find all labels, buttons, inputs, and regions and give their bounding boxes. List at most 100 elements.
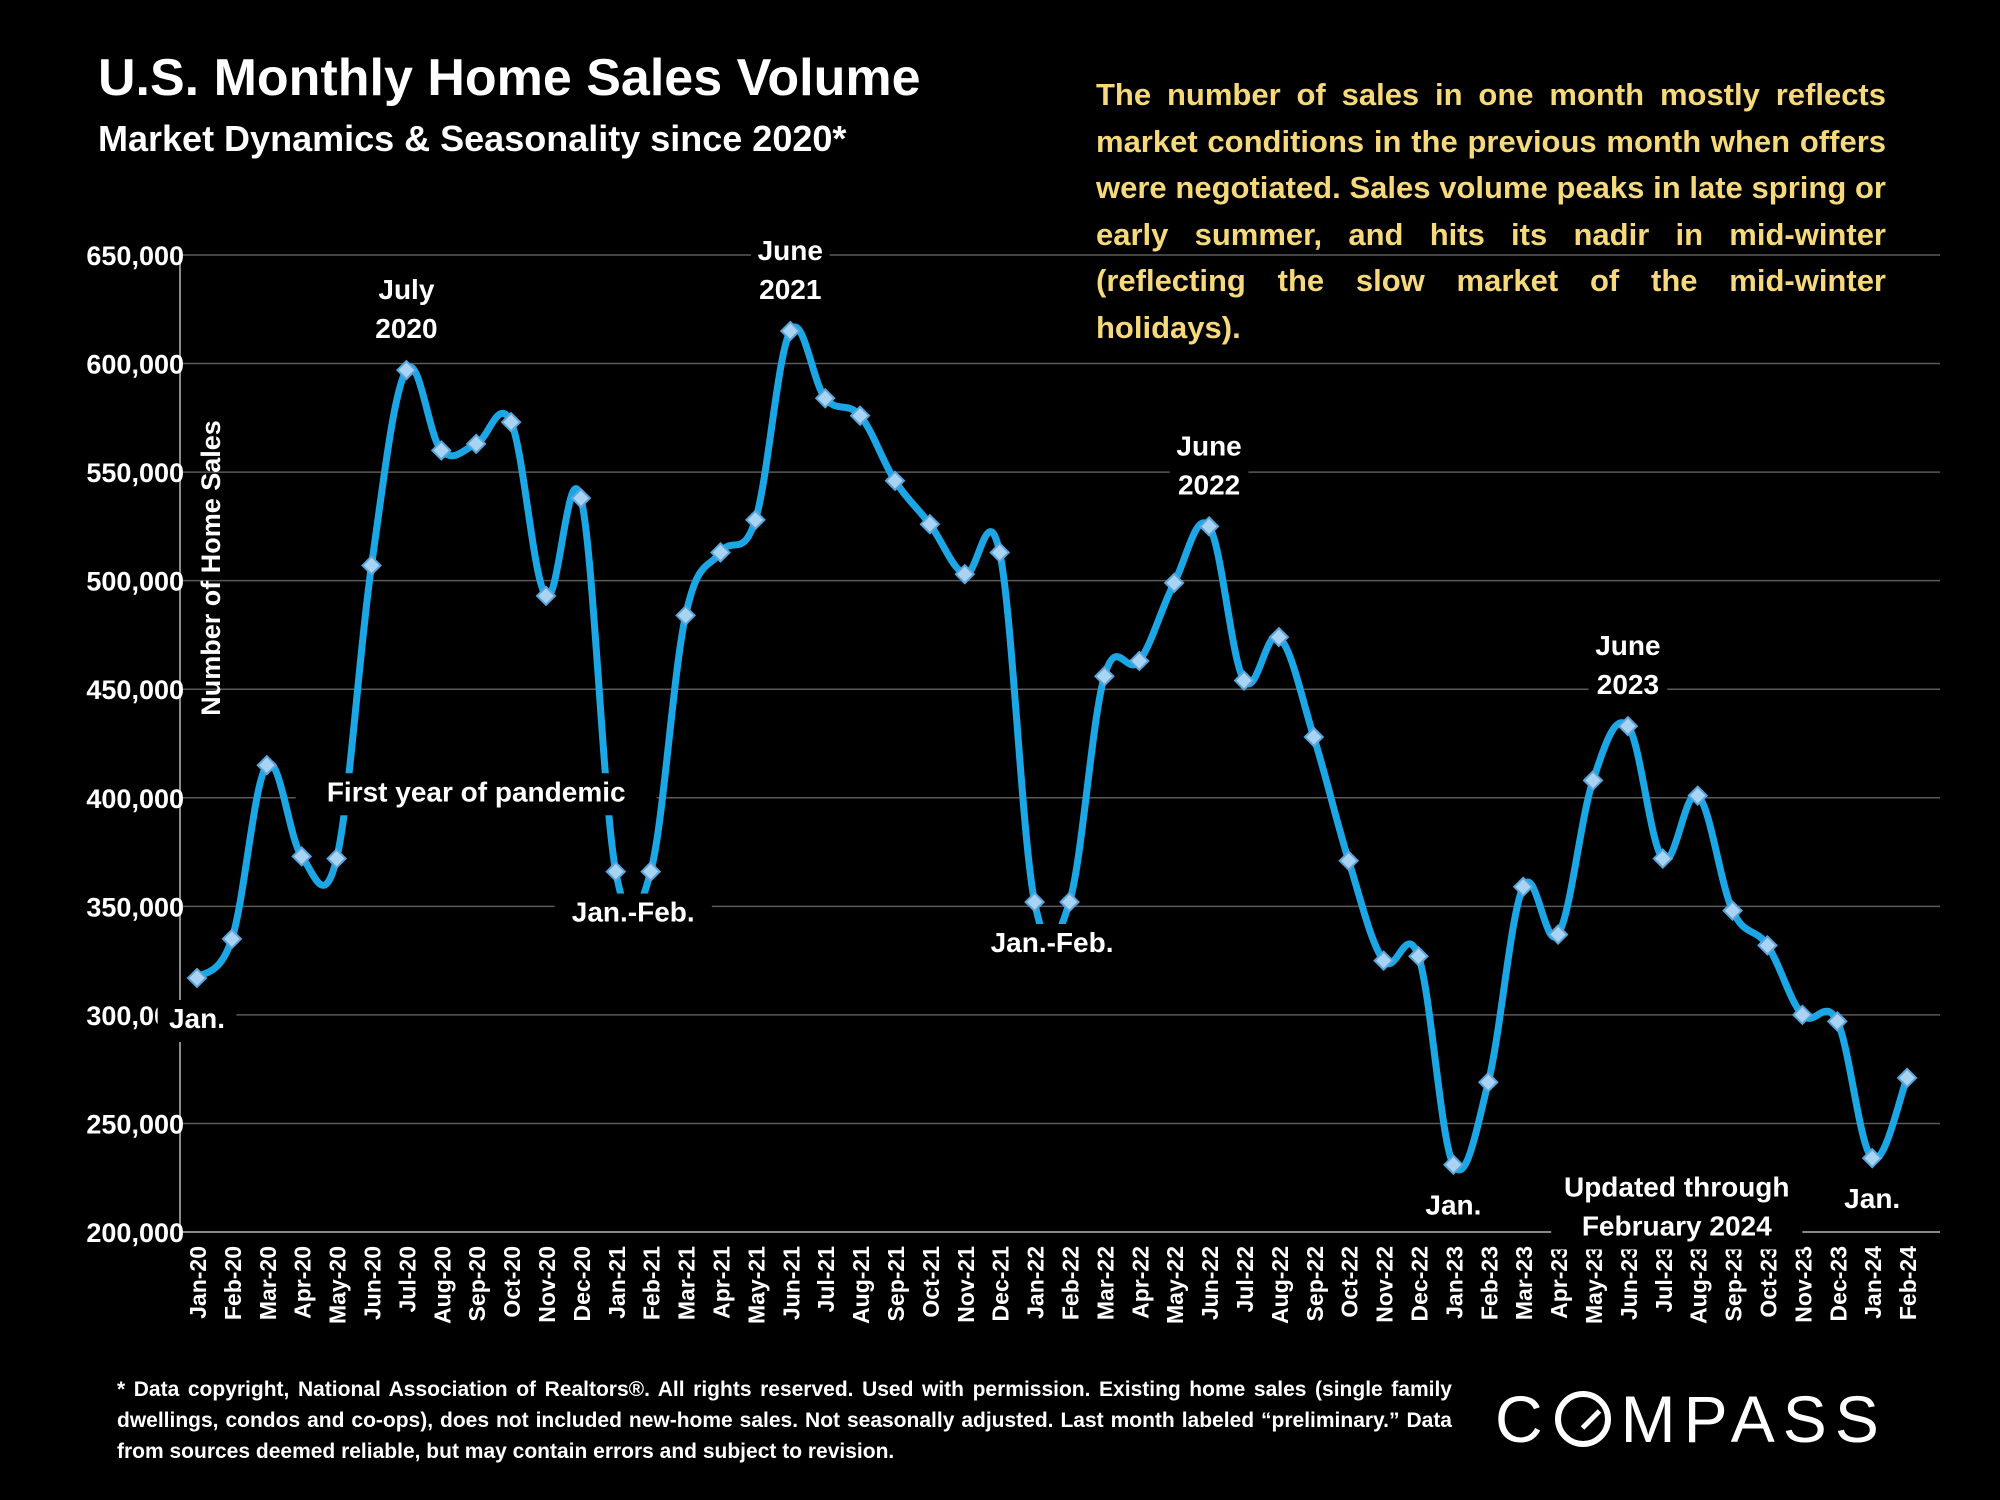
- data-point: [605, 861, 627, 883]
- data-point: [1582, 769, 1604, 791]
- compass-o-icon: [1554, 1391, 1611, 1447]
- data-point: [361, 555, 382, 576]
- data-markers: [186, 320, 1918, 1176]
- gridlines: [180, 254, 1940, 1125]
- x-tick-label: Feb-20: [220, 1246, 246, 1320]
- data-point: [814, 387, 836, 409]
- data-point: [326, 848, 348, 869]
- x-tick-label: Jan-20: [185, 1246, 211, 1319]
- x-tick-label: Mar-20: [255, 1246, 281, 1320]
- annotation-background: [1832, 1180, 1912, 1223]
- data-point: [640, 861, 662, 883]
- data-point: [919, 513, 941, 535]
- explanatory-note: The number of sales in one month mostly …: [1096, 77, 1886, 345]
- data-point: [675, 604, 697, 626]
- y-tick-labels: 200,000250,000300,000350,000400,000450,0…: [86, 241, 184, 1248]
- annotation-background: [1551, 1168, 1803, 1250]
- data-point: [395, 359, 417, 381]
- y-tick-label: 250,000: [86, 1109, 184, 1139]
- annotation-janfeb-2022: Jan.-Feb.: [991, 927, 1114, 958]
- x-tick-label: Mar-21: [674, 1246, 700, 1320]
- x-tick-label: Apr-20: [290, 1246, 316, 1319]
- data-point: [291, 845, 313, 867]
- compass-logo: C MPASS: [1495, 1381, 1887, 1457]
- annotation-june-2023: June: [1595, 630, 1660, 661]
- data-point: [779, 320, 801, 342]
- data-point: [884, 470, 906, 492]
- annotations: Jan. July 2020 First year of pandemic Jan.-F…: [157, 231, 1912, 1250]
- annotation-janfeb-2021: Jan.-Feb.: [572, 897, 695, 928]
- data-point: [186, 967, 208, 989]
- x-tick-label: Apr-23: [1546, 1246, 1572, 1319]
- data-point: [1408, 945, 1429, 967]
- annotation-jan-2024: Jan.: [1844, 1183, 1900, 1214]
- series-line: [194, 323, 1911, 1174]
- axes: [179, 255, 1940, 1233]
- data-point: [1861, 1147, 1883, 1169]
- y-tick-label: 350,000: [86, 892, 184, 922]
- data-point: [1233, 670, 1255, 691]
- annotation-june-2021: June: [758, 235, 823, 266]
- data-point: [1093, 665, 1115, 687]
- chart-subtitle: Market Dynamics & Seasonality since 2020…: [98, 118, 847, 159]
- annotation-updated: February 2024: [1582, 1210, 1772, 1241]
- data-point: [1652, 848, 1674, 869]
- x-tick-label: Apr-21: [709, 1246, 735, 1319]
- x-tick-label: Oct-23: [1756, 1246, 1782, 1318]
- data-point: [1791, 1004, 1813, 1026]
- data-point: [1896, 1067, 1918, 1089]
- data-point: [570, 487, 592, 509]
- y-tick-label: 600,000: [86, 350, 184, 380]
- data-point: [1059, 891, 1080, 913]
- y-tick-label: 500,000: [86, 567, 184, 597]
- y-axis-title: Number of Home Sales: [196, 420, 226, 716]
- x-tick-label: Jun-22: [1197, 1246, 1223, 1320]
- y-tick-label: 400,000: [86, 784, 184, 814]
- x-tick-label: May-21: [743, 1246, 769, 1324]
- x-tick-label: Dec-20: [569, 1246, 595, 1321]
- data-point: [1512, 876, 1534, 898]
- data-point: [1303, 726, 1325, 748]
- data-point: [954, 563, 976, 585]
- x-tick-label: Oct-22: [1337, 1246, 1363, 1318]
- data-point: [710, 542, 731, 563]
- y-tick-label: 650,000: [86, 241, 184, 271]
- data-point: [1687, 785, 1709, 807]
- annotation-background: [750, 231, 830, 313]
- x-tick-label: Feb-22: [1058, 1246, 1084, 1320]
- annotation-june-2022: June: [1176, 430, 1241, 461]
- x-tick-label: Jun-23: [1616, 1246, 1642, 1320]
- x-tick-label: Apr-22: [1127, 1246, 1153, 1319]
- x-tick-label: Nov-21: [953, 1246, 979, 1323]
- x-tick-label: Nov-23: [1790, 1246, 1816, 1323]
- x-tick-label: Jan-22: [1023, 1246, 1049, 1319]
- annotation-july-2020: July: [378, 274, 434, 305]
- x-tick-label: Jan-21: [604, 1246, 630, 1319]
- x-tick-label: Jan-24: [1860, 1246, 1886, 1319]
- x-tick-label: Sep-23: [1721, 1246, 1747, 1321]
- data-point: [1268, 626, 1290, 648]
- annotation-updated: Updated through: [1564, 1171, 1790, 1202]
- annotation-background: [1588, 627, 1668, 709]
- annotation-background: [1414, 1186, 1493, 1229]
- data-point: [1024, 891, 1046, 913]
- chart-title: U.S. Monthly Home Sales Volume: [98, 49, 921, 107]
- line-chart: 200,000250,000300,000350,000400,000450,0…: [86, 231, 1940, 1324]
- x-tick-label: Jan-23: [1441, 1246, 1467, 1319]
- annotation-background: [554, 893, 712, 936]
- annotation-jan-2020: Jan.: [169, 1003, 225, 1034]
- data-point: [430, 439, 452, 461]
- data-point: [500, 411, 522, 433]
- annotation-jan-2023: Jan.: [1425, 1190, 1481, 1221]
- data-point: [744, 509, 766, 531]
- data-point: [256, 754, 278, 776]
- data-point: [1338, 850, 1360, 872]
- x-tick-label: Jun-20: [360, 1246, 386, 1320]
- data-point: [1163, 572, 1185, 594]
- logo-text-right: MPASS: [1620, 1382, 1887, 1456]
- annotation-background: [973, 923, 1131, 966]
- x-tick-label: Nov-20: [534, 1246, 560, 1323]
- x-tick-label: Mar-22: [1092, 1246, 1118, 1320]
- data-point: [465, 433, 487, 455]
- x-tick-label: Dec-22: [1407, 1246, 1433, 1321]
